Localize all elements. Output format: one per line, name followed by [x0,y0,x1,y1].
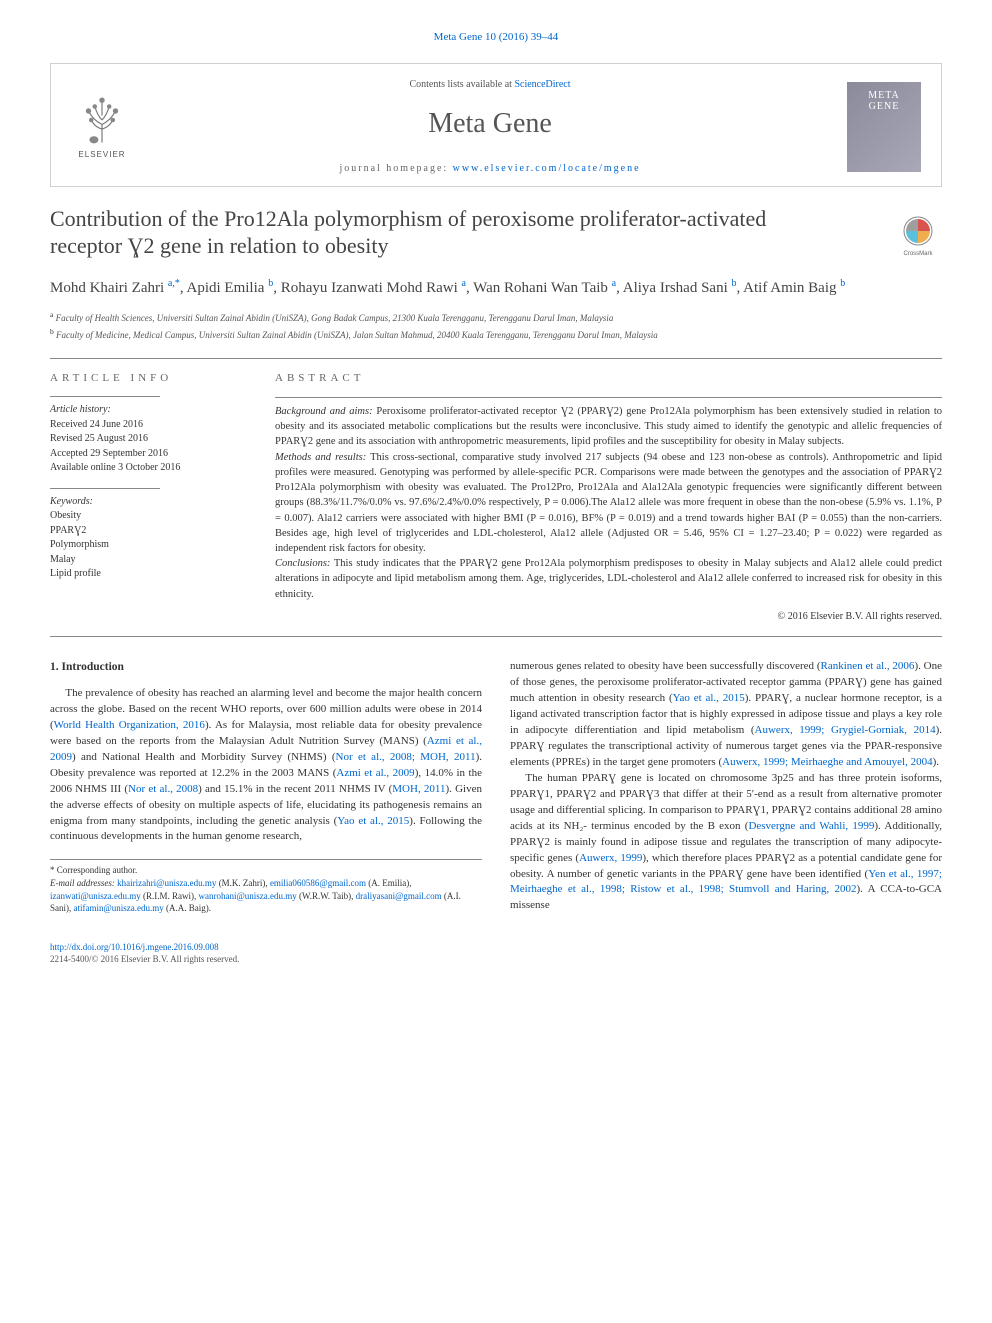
abstract-text-3: This study indicates that the PPARƔ2 gen… [275,558,942,599]
email-who: (W.R.W. Taib), [297,891,356,901]
abstract-label-1: Background and aims: [275,406,373,417]
crossmark-icon[interactable]: CrossMark [894,211,942,259]
abstract-divider [275,397,942,398]
journal-header-box: ELSEVIER Contents lists available at Sci… [50,63,942,186]
svg-text:CrossMark: CrossMark [903,251,933,257]
keyword: Polymorphism [50,538,259,553]
affiliation-line: a Faculty of Health Sciences, Universiti… [50,309,942,326]
keywords-block: Keywords: ObesityPPARƔ2PolymorphismMalay… [50,495,259,582]
page-footer: http://dx.doi.org/10.1016/j.mgene.2016.0… [50,941,942,966]
email-link[interactable]: emilia060586@gmail.com [270,878,366,888]
p1c: ) and National Health and Morbidity Surv… [72,751,336,763]
ref-desvergne-1999[interactable]: Desvergne and Wahli, 1999 [748,820,874,832]
doi-link[interactable]: http://dx.doi.org/10.1016/j.mgene.2016.0… [50,942,219,952]
email-label: E-mail addresses: [50,878,115,888]
journal-homepage-line: journal homepage: www.elsevier.com/locat… [151,162,829,176]
ref-who-2016[interactable]: World Health Organization, 2016 [54,719,205,731]
abstract-text-2: This cross-sectional, comparative study … [275,452,942,554]
ref-auwerx-grygiel[interactable]: Auwerx, 1999; Grygiel-Gorniak, 2014 [755,724,936,736]
history-line: Accepted 29 September 2016 [50,447,259,462]
body-para-2: numerous genes related to obesity have b… [510,659,942,771]
homepage-prefix: journal homepage: [339,163,452,174]
history-label: Article history: [50,403,259,418]
p2e: ). [933,756,939,768]
body-para-3: The human PPARƔ gene is located on chrom… [510,771,942,914]
ref-nor-2008[interactable]: Nor et al., 2008 [128,783,198,795]
email-who: (R.I.M. Rawi), [141,891,199,901]
abstract-para-1: Background and aims: Peroxisome prolifer… [275,404,942,450]
abstract-para-2: Methods and results: This cross-sectiona… [275,450,942,557]
ref-rankinen-2006[interactable]: Rankinen et al., 2006 [821,660,915,672]
info-divider-2 [50,488,160,489]
abstract-label-2: Methods and results: [275,452,366,463]
keywords-label: Keywords: [50,495,259,510]
affiliation-line: b Faculty of Medicine, Medical Campus, U… [50,326,942,343]
journal-name: Meta Gene [151,104,829,143]
abstract-copyright: © 2016 Elsevier B.V. All rights reserved… [275,610,942,625]
top-citation[interactable]: Meta Gene 10 (2016) 39–44 [50,30,942,45]
journal-cover-thumbnail: META GENE [847,82,921,172]
cover-title-2: GENE [851,101,917,112]
ref-auwerx-1999[interactable]: Auwerx, 1999 [579,852,642,864]
ref-moh-2011[interactable]: MOH, 2011 [392,783,445,795]
email-link[interactable]: wanrohani@unisza.edu.my [199,891,297,901]
email-who: (A.A. Baig). [164,903,211,913]
elsevier-brand-text: ELSEVIER [78,149,125,160]
article-history-block: Article history: Received 24 June 2016Re… [50,403,259,476]
title-row: Contribution of the Pro12Ala polymorphis… [50,205,942,272]
corresponding-author-note: * Corresponding author. [50,864,482,877]
ref-yao-2015-a[interactable]: Yao et al., 2015 [337,815,409,827]
footnote-block: * Corresponding author. E-mail addresses… [50,859,482,914]
p2a: numerous genes related to obesity have b… [510,660,821,672]
email-addresses: E-mail addresses: khairizahri@unisza.edu… [50,877,482,915]
authors-line: Mohd Khairi Zahri a,*, Apidi Emilia b, R… [50,276,942,300]
sciencedirect-link[interactable]: ScienceDirect [514,79,570,90]
history-line: Available online 3 October 2016 [50,461,259,476]
body-columns: 1. Introduction The prevalence of obesit… [50,659,942,914]
ref-yao-2015-b[interactable]: Yao et al., 2015 [673,692,745,704]
email-link[interactable]: atifamin@unisza.edu.my [74,903,164,913]
contents-lists-line: Contents lists available at ScienceDirec… [151,78,829,92]
email-link[interactable]: khairizahri@unisza.edu.my [117,878,216,888]
article-title: Contribution of the Pro12Ala polymorphis… [50,205,840,260]
history-line: Received 24 June 2016 [50,418,259,433]
elsevier-tree-icon [73,93,131,147]
issn-copyright: 2214-5400/© 2016 Elsevier B.V. All right… [50,954,239,964]
abstract-label-3: Conclusions: [275,558,330,569]
info-abstract-row: article info Article history: Received 2… [50,358,942,637]
section-1-heading: 1. Introduction [50,659,482,676]
homepage-link[interactable]: www.elsevier.com/locate/mgene [453,163,641,174]
email-link[interactable]: izanwati@unisza.edu.my [50,891,141,901]
keyword: Malay [50,553,259,568]
abstract-text-1: Peroxisome proliferator-activated recept… [275,406,942,447]
ref-nor-moh[interactable]: Nor et al., 2008; MOH, 2011 [336,751,476,763]
header-center: Contents lists available at ScienceDirec… [151,78,829,175]
p1f: ) and 15.1% in the recent 2011 NHMS IV ( [198,783,392,795]
top-citation-link[interactable]: Meta Gene 10 (2016) 39–44 [434,31,559,43]
contents-prefix: Contents lists available at [409,79,514,90]
ref-azmi-2009-b[interactable]: Azmi et al., 2009 [336,767,414,779]
article-info-heading: article info [50,371,259,386]
abstract-para-3: Conclusions: This study indicates that t… [275,556,942,602]
keyword: PPARƔ2 [50,524,259,539]
affiliations: a Faculty of Health Sciences, Universiti… [50,309,942,342]
abstract-column: abstract Background and aims: Peroxisome… [275,359,942,636]
keyword: Lipid profile [50,567,259,582]
cover-title-1: META [851,90,917,101]
body-para-1: The prevalence of obesity has reached an… [50,686,482,845]
history-line: Revised 25 August 2016 [50,432,259,447]
abstract-heading: abstract [275,371,942,387]
article-info-column: article info Article history: Received 2… [50,359,275,636]
elsevier-logo: ELSEVIER [71,91,133,163]
keyword: Obesity [50,509,259,524]
email-link[interactable]: draliyasani@gmail.com [356,891,442,901]
info-divider-1 [50,396,160,397]
email-who: (A. Emilia), [366,878,412,888]
ref-auwerx-meirhaeghe[interactable]: Auwerx, 1999; Meirhaeghe and Amouyel, 20… [722,756,932,768]
email-who: (M.K. Zahri), [216,878,270,888]
